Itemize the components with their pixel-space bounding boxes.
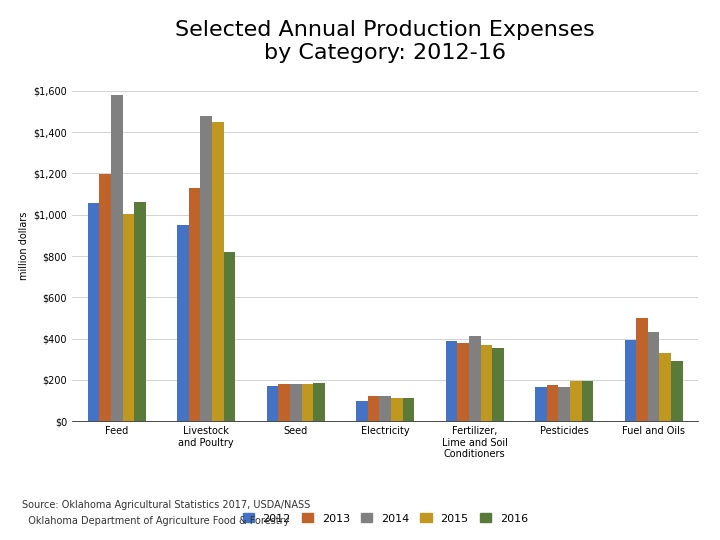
Bar <box>446 341 457 421</box>
Bar <box>177 225 189 421</box>
Bar <box>582 381 593 421</box>
Bar <box>189 188 200 421</box>
Bar <box>302 384 313 421</box>
Bar <box>266 386 278 421</box>
Bar <box>88 204 99 421</box>
Bar <box>480 345 492 421</box>
Bar <box>457 343 469 421</box>
Bar <box>648 333 660 421</box>
Bar <box>535 387 546 421</box>
Bar <box>278 384 290 421</box>
Bar <box>313 383 325 421</box>
Bar <box>546 385 558 421</box>
Bar <box>570 381 582 421</box>
Bar <box>660 353 671 421</box>
Text: Oklahoma Department of Agriculture Food & Forestry: Oklahoma Department of Agriculture Food … <box>22 516 289 526</box>
Bar <box>224 252 235 421</box>
Bar <box>200 116 212 421</box>
Bar <box>290 384 302 421</box>
Bar <box>402 399 414 421</box>
Legend: 2012, 2013, 2014, 2015, 2016: 2012, 2013, 2014, 2015, 2016 <box>238 509 532 528</box>
Bar <box>558 387 570 421</box>
Bar <box>99 174 111 421</box>
Bar <box>671 361 683 421</box>
Bar <box>379 396 391 421</box>
Bar <box>391 398 402 421</box>
Bar <box>122 214 134 421</box>
Bar <box>492 348 504 421</box>
Bar <box>636 318 648 421</box>
Bar <box>356 401 368 421</box>
Title: Selected Annual Production Expenses
by Category: 2012-16: Selected Annual Production Expenses by C… <box>176 20 595 63</box>
Y-axis label: million dollars: million dollars <box>19 212 29 280</box>
Text: Source: Oklahoma Agricultural Statistics 2017, USDA/NASS: Source: Oklahoma Agricultural Statistics… <box>22 500 310 510</box>
Bar <box>134 202 146 421</box>
Bar <box>368 396 379 421</box>
Bar <box>469 335 480 421</box>
Bar <box>624 340 636 421</box>
Bar <box>212 122 224 421</box>
Bar <box>111 95 122 421</box>
